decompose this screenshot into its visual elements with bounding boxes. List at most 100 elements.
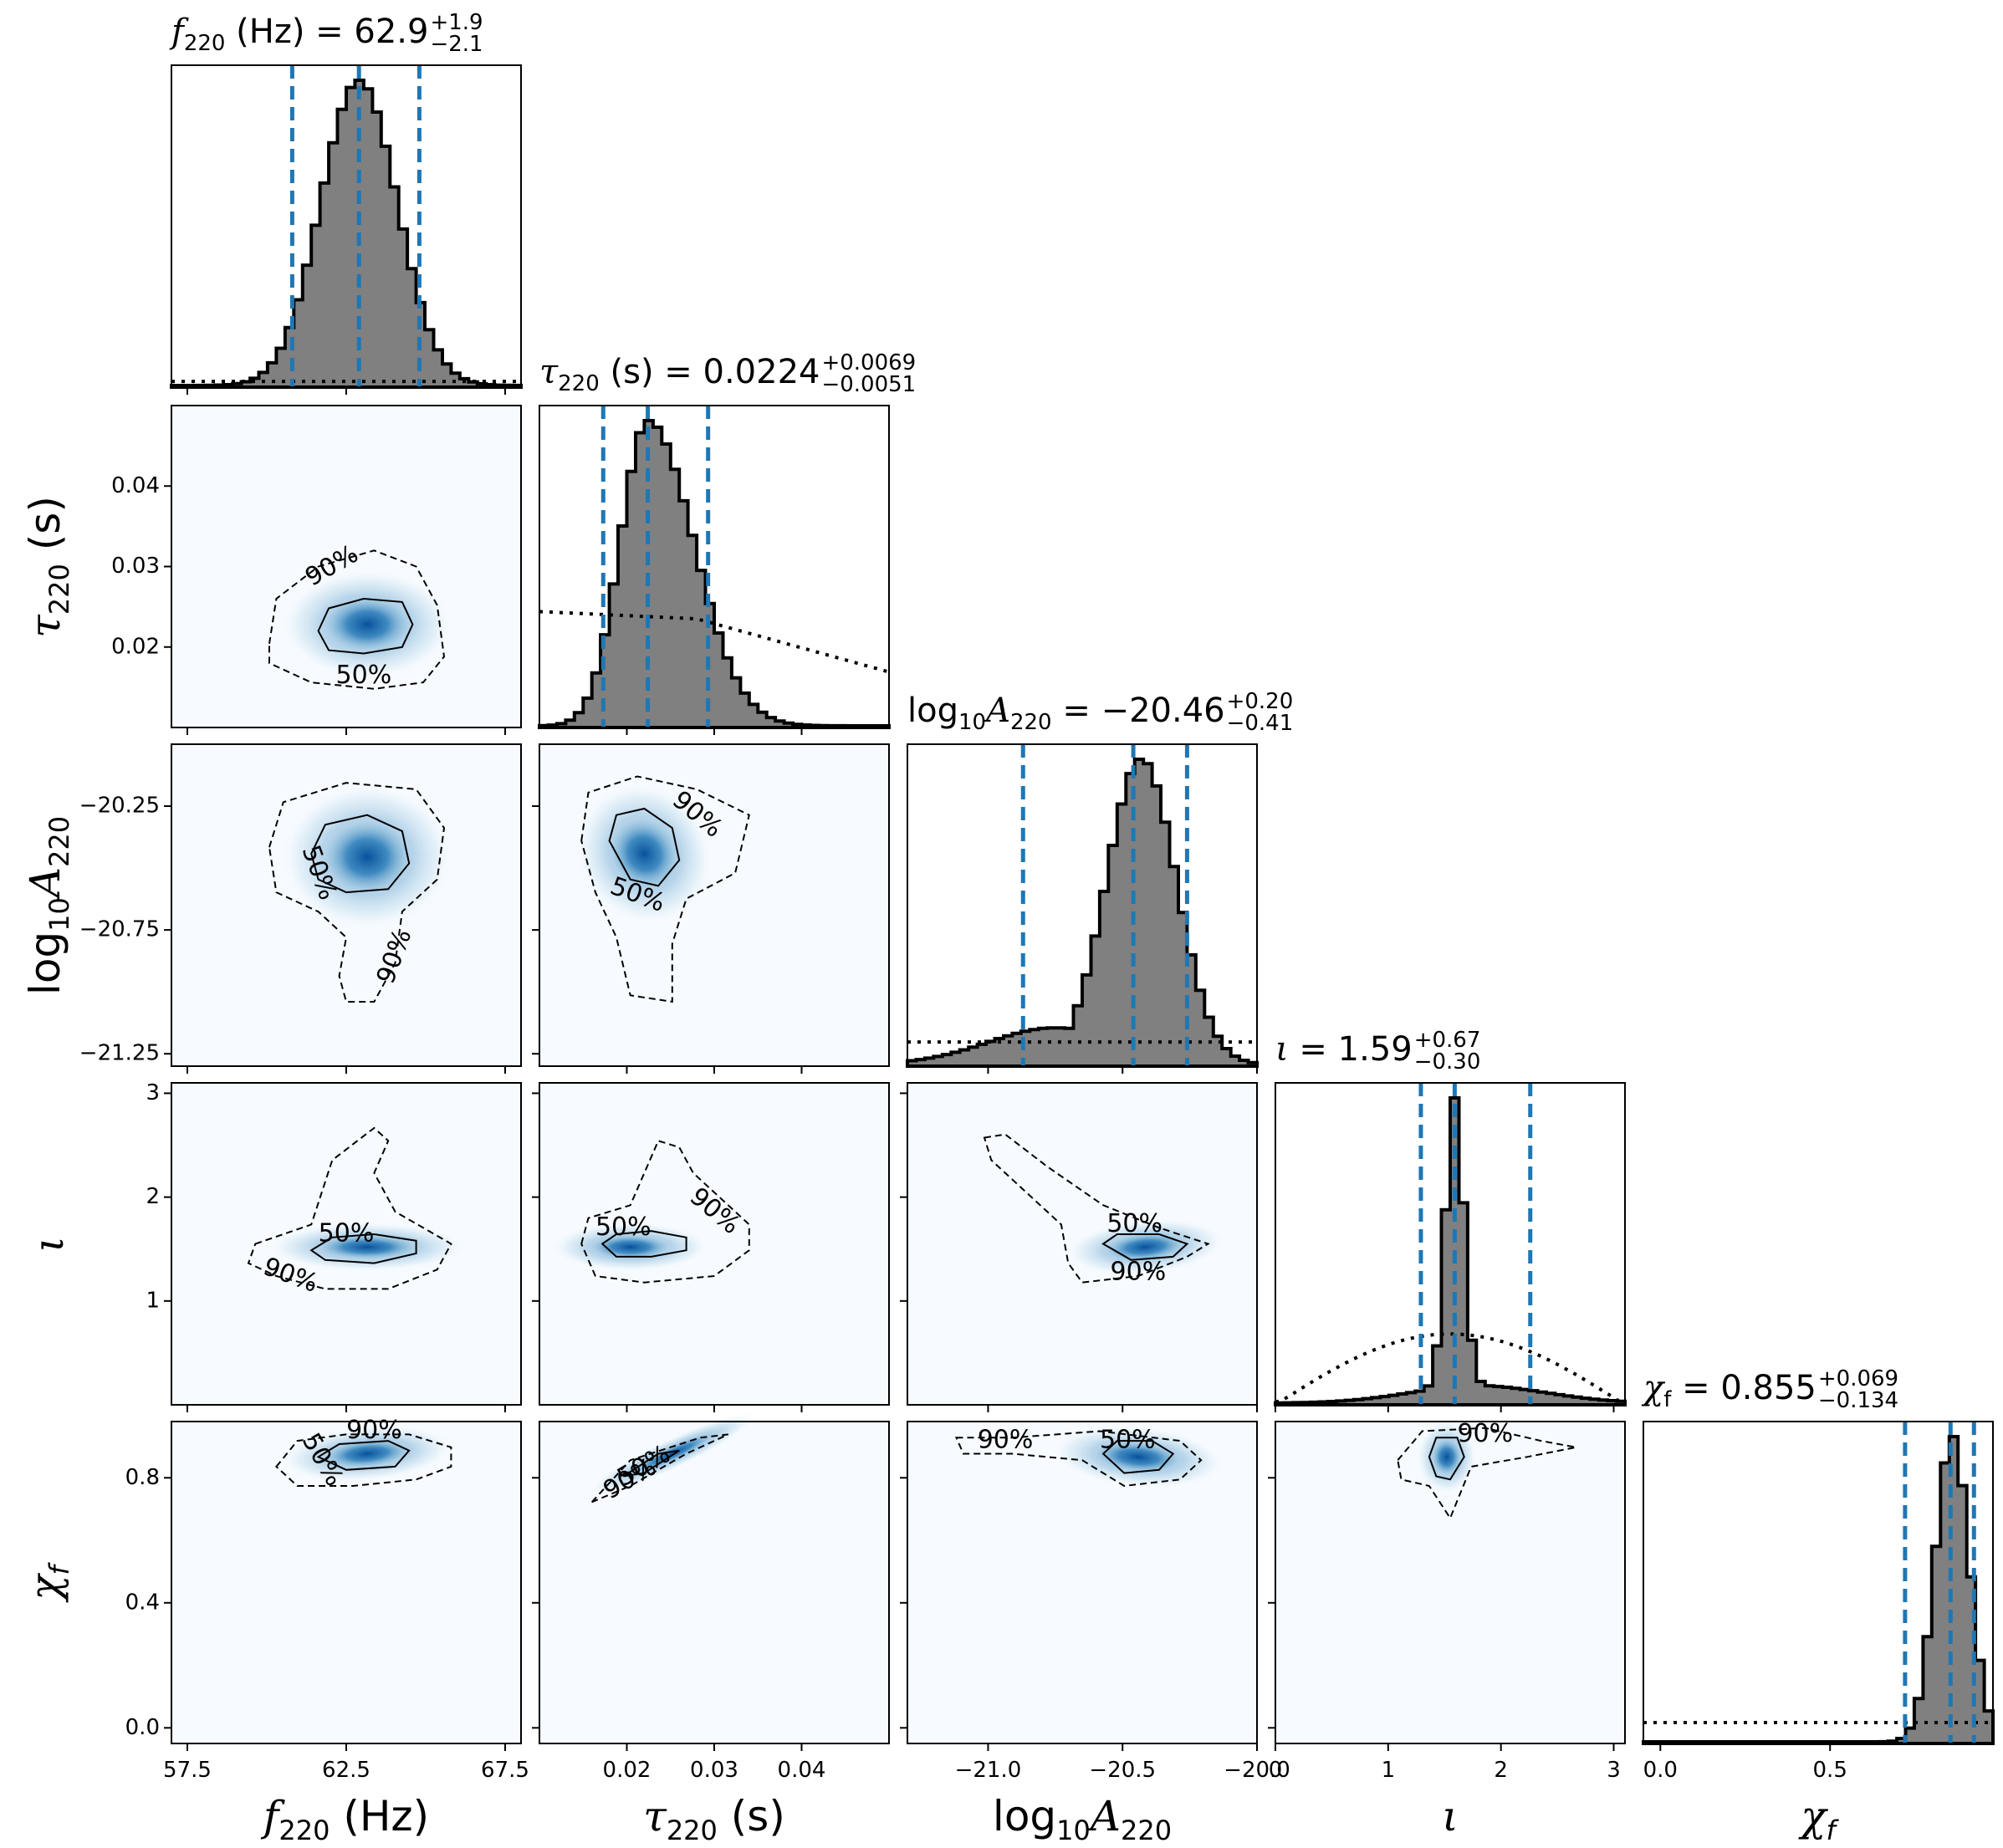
panel-logA220-f220: 90%50%−20.25−20.75−21.25 [79, 743, 522, 1074]
y-tick-label: 0.0 [125, 1715, 160, 1740]
title-subscript: 220 [183, 31, 226, 56]
x-tick-label: 0.02 [603, 1758, 651, 1783]
title-symbol: f [171, 13, 184, 51]
contour-50 [1101, 1233, 1189, 1261]
title-symbol: A [986, 692, 1010, 730]
panel-tau220-f220: 90%50%0.020.030.04 [111, 405, 522, 735]
density-core [321, 1438, 413, 1469]
contour-label: 90% [1111, 1258, 1167, 1287]
title-subscript: 10 [958, 710, 987, 735]
title-iota: ι = 1.59 +0.67 −0.30 [1275, 1028, 1481, 1075]
y-axis-label-chif: χf [21, 1565, 75, 1600]
axes-frame [907, 1421, 1258, 1744]
panel-tau220-tau220 [538, 405, 891, 735]
panel-iota-f220: 90%50%123 [146, 1080, 522, 1412]
title-err-plus: +0.069 [1817, 1366, 1899, 1391]
x-tick-label: 0.03 [690, 1758, 738, 1783]
title-subscript: f [1663, 1387, 1672, 1412]
panel-chif-logA220: 90% 50% −21.0 −20.5 −20.0 [900, 1421, 1290, 1783]
y-tick-label: −20.25 [79, 794, 160, 819]
panel-chif-iota: 90% 0 1 2 3 [1268, 1419, 1626, 1783]
x-tick-label: 57.5 [163, 1758, 212, 1783]
contour-label: 50% [1100, 1426, 1156, 1455]
title-err-minus: −0.41 [1226, 711, 1294, 736]
title-err-minus: −0.134 [1817, 1388, 1899, 1413]
panel-f220-f220 [170, 64, 523, 395]
contour-50 [310, 814, 411, 894]
contour-90 [268, 549, 446, 690]
contour-50 [1101, 1440, 1175, 1474]
x-tick-label: 0.5 [1813, 1758, 1847, 1783]
y-tick-label: 0.02 [111, 634, 160, 659]
x-tick-label: 0.0 [1643, 1758, 1678, 1783]
panel-chif-f220: 90%50%0.00.40.857.5 62.5 67.5 [125, 1416, 529, 1783]
title-symbol: χ [1643, 1369, 1664, 1407]
panel-logA220-tau220: 90%50% [532, 743, 890, 1074]
x-axis-label-chif: χf [1801, 1792, 1836, 1846]
contour-50 [317, 597, 414, 655]
x-tick-label: 67.5 [481, 1758, 529, 1783]
contour-label: 50% [319, 1218, 375, 1248]
contour-label: 50% [1106, 1209, 1162, 1238]
y-axis-label-logA220: log10A220 [21, 815, 75, 995]
contour-label: 50% [336, 661, 392, 690]
contour-90 [275, 1433, 452, 1487]
y-tick-label: 3 [146, 1080, 160, 1105]
contour-90 [247, 1126, 452, 1290]
density-background [539, 744, 889, 1066]
contour-90 [268, 782, 446, 1003]
contour-90 [983, 1133, 1210, 1284]
x-tick-label: 62.5 [322, 1758, 370, 1783]
x-tick-label: −21.0 [955, 1758, 1022, 1783]
density-core [627, 1432, 718, 1476]
contour-label: 90% [1457, 1419, 1513, 1448]
title-chif: χf = 0.855 +0.069 −0.134 [1643, 1366, 1899, 1413]
contour-90 [580, 775, 750, 1003]
density-core [1431, 1437, 1463, 1477]
histogram-iota [1274, 1096, 1627, 1406]
title-symbol: ι [1275, 1030, 1289, 1069]
density-core [1103, 1232, 1188, 1263]
title-symbol: log [907, 692, 958, 730]
density-core [321, 818, 413, 896]
density-background [539, 1422, 889, 1743]
title-err-minus: −0.30 [1413, 1049, 1481, 1075]
contour-50 [1428, 1437, 1465, 1481]
panel-iota-iota [1274, 1082, 1627, 1412]
contour-90 [954, 1430, 1203, 1488]
density-core [321, 595, 413, 654]
axes-frame [907, 743, 1258, 1067]
axes-frame [1275, 1082, 1626, 1406]
y-tick-label: 0.8 [125, 1465, 160, 1490]
x-tick-label: 0.04 [778, 1758, 826, 1783]
contour-50 [622, 1449, 680, 1478]
y-tick-label: −20.75 [79, 917, 160, 942]
contour-label: 90% [346, 1416, 402, 1445]
contour-90 [580, 1140, 750, 1284]
y-tick-label: 0.04 [111, 473, 160, 498]
x-tick-label: 1 [1382, 1758, 1396, 1783]
axes-frame [1643, 1421, 1994, 1744]
title-symbol: τ [539, 353, 559, 391]
y-tick-label: 0.4 [125, 1590, 160, 1615]
contour-label: 50% [595, 1212, 651, 1242]
x-axis-label-tau220: τ220 (s) [643, 1792, 785, 1846]
title-tau220: τ220 (s) = 0.0224 +0.0069 −0.0051 [539, 350, 917, 397]
panel-logA220-logA220 [906, 743, 1259, 1074]
contour-90 [1397, 1427, 1576, 1520]
title-err-minus: −2.1 [430, 32, 483, 57]
panel-iota-logA220: 90% 50% [900, 1082, 1258, 1412]
title-err-plus: +0.0069 [821, 350, 917, 375]
histogram-chif [1642, 1435, 1995, 1745]
y-tick-label: 0.03 [111, 554, 160, 579]
y-tick-label: −21.25 [79, 1041, 160, 1066]
density-core [588, 1233, 672, 1260]
contour-50 [316, 1440, 411, 1471]
y-tick-label: 2 [146, 1184, 160, 1209]
y-axis-label-tau220: τ220 (s) [21, 495, 75, 638]
x-tick-label: −20.5 [1089, 1758, 1156, 1783]
density-core [314, 1233, 420, 1260]
x-axis-label-iota: ι [1442, 1792, 1459, 1840]
panel-chif-tau220: 90%50%0.02 0.03 0.04 [532, 1412, 890, 1783]
